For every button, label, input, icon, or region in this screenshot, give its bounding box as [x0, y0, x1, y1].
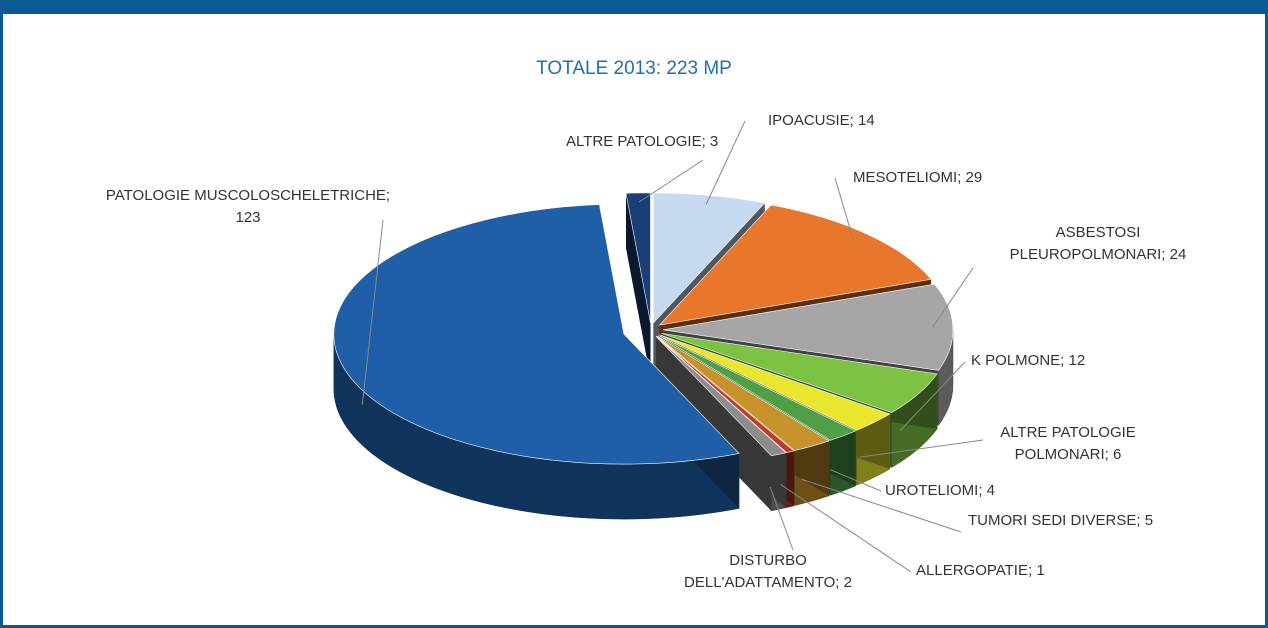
data-label: ALLERGOPATIE; 1 — [916, 562, 1045, 579]
slice — [657, 335, 830, 451]
slice — [656, 336, 795, 453]
leader-line — [361, 219, 384, 405]
pie-area — [333, 120, 984, 573]
slice — [661, 333, 938, 413]
slice-tops — [333, 192, 954, 465]
data-label: PATOLOGIE MUSCOLOSCHELETRICHE; 123 — [105, 187, 391, 226]
data-label: UROTELIOMI; 4 — [885, 482, 996, 499]
slice-wall — [656, 336, 772, 511]
data-label: K POLMONE; 12 — [971, 352, 1086, 369]
leader-line — [780, 484, 912, 573]
data-label: ALTRE PATOLOGIE; 3 — [566, 133, 719, 150]
leader-line — [830, 469, 882, 492]
data-label: ALTRE PATOLOGIE POLMONARI; 6 — [1000, 424, 1136, 463]
slice — [625, 192, 651, 323]
data-label: TUMORI SEDI DIVERSE; 5 — [968, 512, 1154, 529]
data-label: ASBESTOSI PLEUROPOLMONARI; 24 — [1009, 224, 1187, 263]
leader-line — [705, 120, 746, 205]
leader-line — [899, 361, 966, 432]
slice — [662, 283, 954, 371]
leader-line — [638, 159, 704, 203]
slice — [658, 204, 932, 326]
header-bar — [3, 0, 1265, 14]
data-label: IPOACUSIE; 14 — [768, 112, 875, 129]
slice — [659, 334, 891, 431]
data-label: DISTURBO DELL'ADATTAMENTO; 2 — [684, 552, 852, 591]
leader-line — [801, 478, 962, 533]
slice — [655, 336, 787, 457]
slice — [333, 204, 740, 465]
leader-line — [859, 439, 984, 458]
leader-line — [834, 177, 855, 242]
data-label: MESOTELIOMI; 29 — [853, 169, 983, 186]
leader-line — [769, 486, 794, 551]
slice-wall — [626, 193, 651, 378]
leader-line — [932, 267, 974, 328]
chart-title: TOTALE 2013: 223 MP — [536, 58, 732, 79]
slice — [658, 335, 857, 441]
leaders — [361, 120, 984, 573]
